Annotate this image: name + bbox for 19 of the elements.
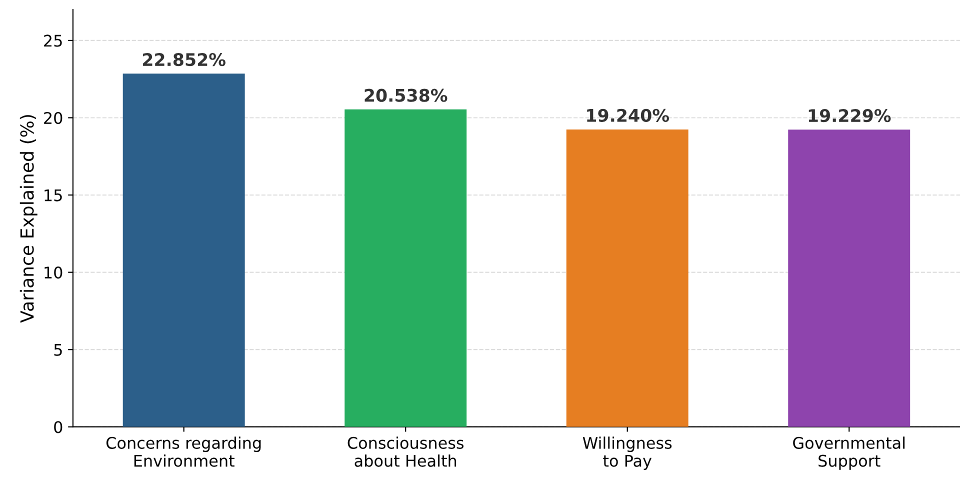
x-tick-label: Consciousness about Health (348, 436, 464, 467)
data-label: 19.240% (587, 108, 670, 122)
y-tick-label: 15 (44, 189, 62, 202)
bar (344, 109, 467, 427)
x-tick-label: Willingness to Pay (582, 436, 672, 470)
y-tick-label: 25 (44, 34, 62, 47)
data-label: 20.538% (364, 88, 448, 102)
y-tick-label: 20 (44, 112, 62, 124)
x-tick-label: Concerns regarding Environment (106, 436, 261, 467)
y-tick-label: 5 (54, 344, 62, 356)
data-label: 22.852% (143, 53, 226, 66)
y-tick-label: 0 (54, 421, 62, 434)
bar (122, 74, 245, 427)
x-tick-label: Governmental Support (793, 436, 905, 470)
data-label: 19.229% (808, 109, 891, 122)
bar (788, 130, 910, 427)
bar (566, 129, 688, 427)
y-axis-title: Variance Explained (%) (20, 115, 38, 323)
y-tick-label: 10 (44, 266, 62, 279)
